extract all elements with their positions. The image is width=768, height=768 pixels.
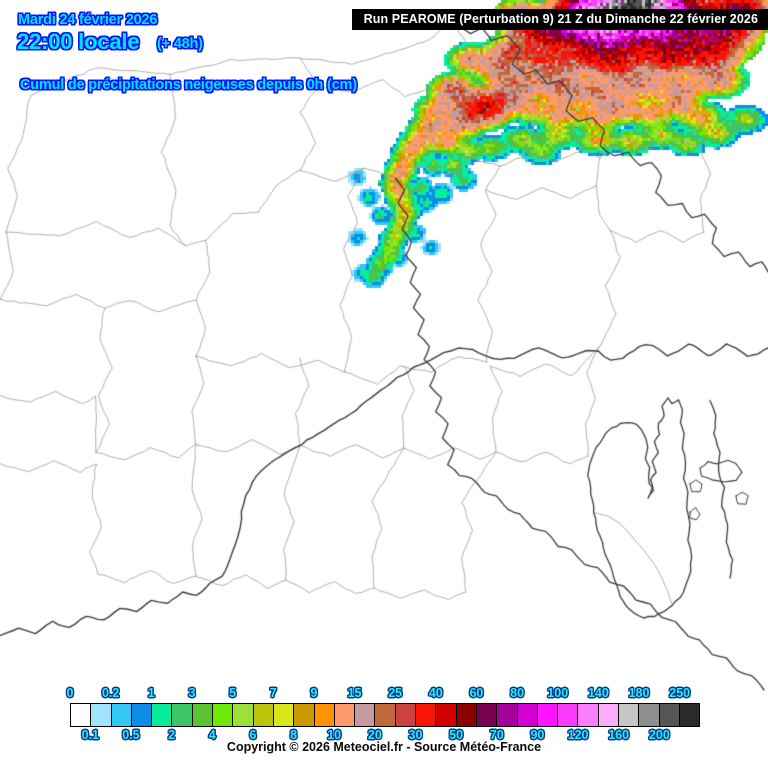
legend-swatch — [558, 704, 579, 726]
legend-tick-label: 200 — [648, 728, 670, 742]
legend-tick-label: 0.1 — [81, 728, 100, 742]
legend-swatch — [537, 704, 559, 726]
legend-tick-label: 180 — [628, 686, 650, 700]
legend-tick-label: 9 — [310, 686, 318, 700]
legend-tick-label: 100 — [547, 686, 569, 700]
legend-swatch — [517, 704, 538, 726]
legend-tick-label: 7 — [269, 686, 277, 700]
legend-tick-label: 0.2 — [101, 686, 120, 700]
legend-swatch — [111, 704, 132, 726]
legend-swatch — [639, 704, 660, 726]
legend-tick-label: 6 — [249, 728, 257, 742]
legend-tick-label: 120 — [567, 728, 589, 742]
legend-swatch — [172, 704, 193, 726]
legend-tick-label: 70 — [489, 728, 504, 742]
legend-swatch — [233, 704, 254, 726]
legend-tick-label: 2 — [168, 728, 176, 742]
legend-tick-label: 0.5 — [122, 728, 140, 742]
legend-tick-label: 250 — [669, 686, 691, 700]
color-scale-legend: 0 0.2 1 3 5 7 9 15 25 40 60 80 100 140 180 250 0.1 0.5 2 4… — [67, 686, 700, 742]
legend-swatch — [91, 704, 112, 726]
legend-swatch — [213, 704, 234, 726]
legend-swatch — [659, 704, 680, 726]
forecast-date-label: Mardi 24 février 2026 — [18, 12, 158, 28]
legend-tick-label: 20 — [367, 728, 382, 742]
legend-tick-label: 50 — [449, 728, 464, 742]
legend-swatch — [375, 704, 396, 726]
legend-swatch — [314, 704, 335, 726]
legend-swatch — [578, 704, 599, 726]
legend-swatch — [456, 704, 477, 726]
legend-swatch — [436, 704, 457, 726]
legend-swatch — [273, 704, 295, 726]
legend-swatch — [497, 704, 518, 726]
legend-swatch — [598, 704, 620, 726]
forecast-offset-label: (+ 48h) — [157, 36, 203, 52]
legend-swatch — [395, 704, 417, 726]
legend-swatch — [71, 704, 92, 726]
legend-swatch — [253, 704, 274, 726]
legend-tick-label: 10 — [327, 728, 342, 742]
legend-tick-label: 4 — [208, 728, 216, 742]
legend-swatch — [131, 704, 153, 726]
legend-tick-label: 160 — [608, 728, 630, 742]
legend-tick-label: 1 — [147, 686, 155, 700]
legend-tick-label: 40 — [428, 686, 443, 700]
legend-tick-label: 25 — [388, 686, 403, 700]
legend-swatch — [619, 704, 640, 726]
legend-tick-label: 30 — [408, 728, 423, 742]
model-run-banner: Run PEAROME (Perturbation 9) 21 Z du Dim… — [351, 9, 768, 30]
legend-swatch — [294, 704, 315, 726]
legend-swatch — [355, 704, 376, 726]
legend-swatch — [476, 704, 498, 726]
legend-swatch — [416, 704, 437, 726]
legend-tick-label: 5 — [229, 686, 237, 700]
legend-swatch — [679, 704, 700, 726]
legend-tick-label: 15 — [347, 686, 362, 700]
legend-tick-label: 90 — [530, 728, 545, 742]
legend-tick-label: 140 — [587, 686, 609, 700]
legend-swatch — [334, 704, 356, 726]
legend-tick-label: 60 — [469, 686, 484, 700]
legend-tick-label: 80 — [510, 686, 525, 700]
legend-tick-label: 8 — [290, 728, 298, 742]
forecast-time-label: 22:00 locale — [17, 29, 140, 54]
legend-tick-label: 3 — [188, 686, 196, 700]
copyright-notice: Copyright © 2026 Meteociel.fr - Source M… — [226, 740, 542, 754]
legend-tick-label: 0 — [66, 686, 74, 700]
legend-swatch — [192, 704, 214, 726]
legend-swatch — [152, 704, 173, 726]
parameter-label: Cumul de précipitations neigeuses depuis… — [20, 77, 357, 93]
legend-swatch-bar — [70, 703, 700, 727]
